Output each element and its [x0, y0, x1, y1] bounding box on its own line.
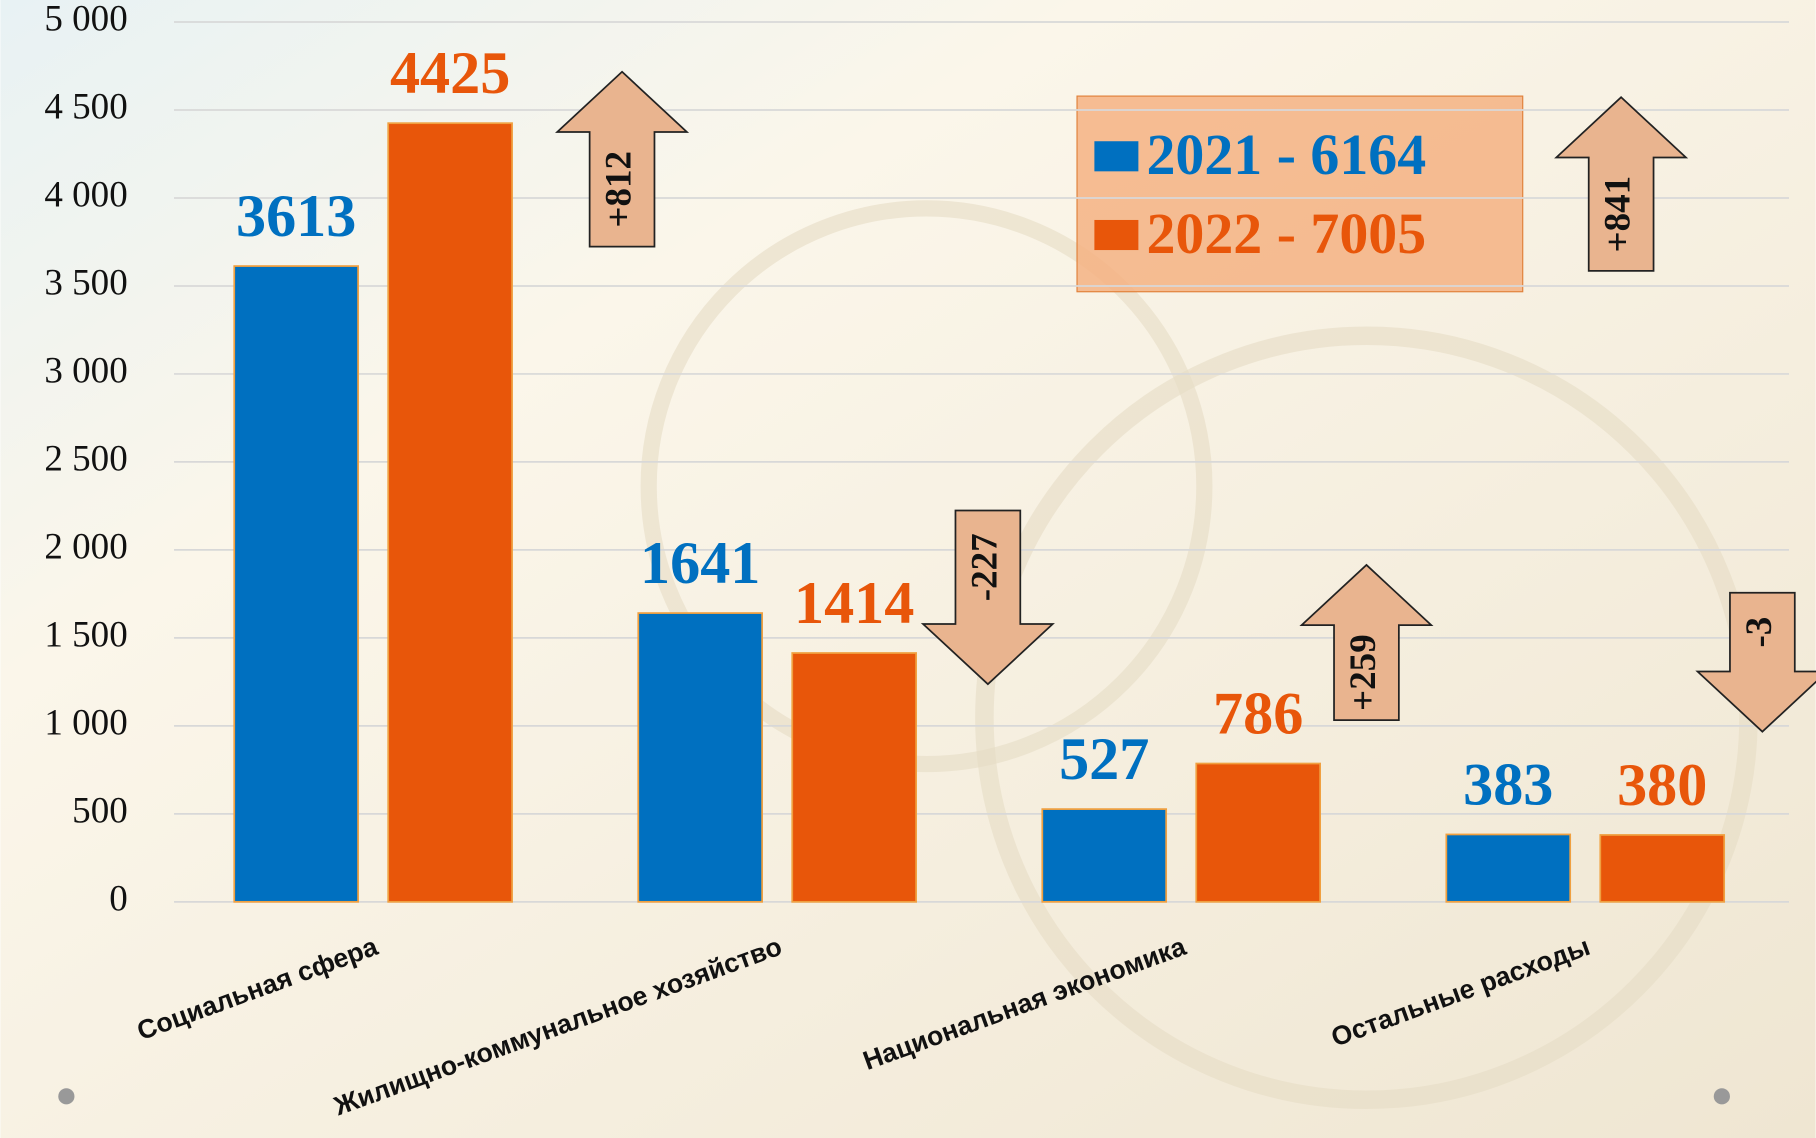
y-tick-label: 1 000 [44, 702, 127, 743]
change-label: -3 [1739, 617, 1780, 648]
change-label: -227 [964, 533, 1005, 601]
data-label: 1641 [640, 530, 760, 597]
bar [791, 652, 917, 903]
change-arrow [555, 70, 690, 248]
bar [1195, 762, 1322, 903]
change-label: +812 [599, 151, 640, 228]
bar [1599, 834, 1726, 903]
coin-decor [640, 200, 1213, 773]
legend-label: 2021 - 6164 [1146, 122, 1426, 187]
legend-swatch [1094, 219, 1139, 251]
data-label: 380 [1617, 752, 1707, 819]
change-arrow [1695, 591, 1816, 733]
y-tick-label: 4 500 [44, 86, 127, 127]
y-tick-label: 4 000 [44, 174, 127, 215]
bar [1041, 808, 1168, 903]
change-label: +259 [1343, 634, 1384, 711]
legend-swatch [1094, 141, 1139, 172]
change-arrow [920, 509, 1055, 686]
y-tick-label: 0 [109, 878, 128, 919]
bar [1445, 833, 1572, 903]
dot [58, 1088, 75, 1105]
data-label: 1414 [794, 570, 914, 637]
y-tick-label: 1 500 [44, 614, 127, 655]
legend [1076, 95, 1524, 293]
bar [637, 612, 764, 903]
bar [387, 122, 513, 903]
change-arrow [1554, 96, 1689, 272]
y-tick-label: 2 500 [44, 438, 127, 479]
bar [233, 265, 359, 903]
legend-label: 2022 - 7005 [1146, 201, 1426, 266]
data-label: 3613 [236, 183, 356, 250]
data-label: 527 [1059, 726, 1149, 793]
change-label: +841 [1598, 176, 1639, 253]
dot [1713, 1088, 1730, 1105]
data-label: 383 [1463, 751, 1553, 818]
y-tick-label: 3 500 [44, 262, 127, 303]
data-label: 4425 [390, 40, 510, 107]
y-tick-label: 5 000 [44, 0, 127, 39]
y-tick-label: 2 000 [44, 526, 127, 567]
data-label: 786 [1213, 680, 1303, 747]
y-tick-label: 3 000 [44, 350, 127, 391]
y-tick-label: 500 [72, 790, 128, 831]
change-arrow [1299, 563, 1434, 721]
